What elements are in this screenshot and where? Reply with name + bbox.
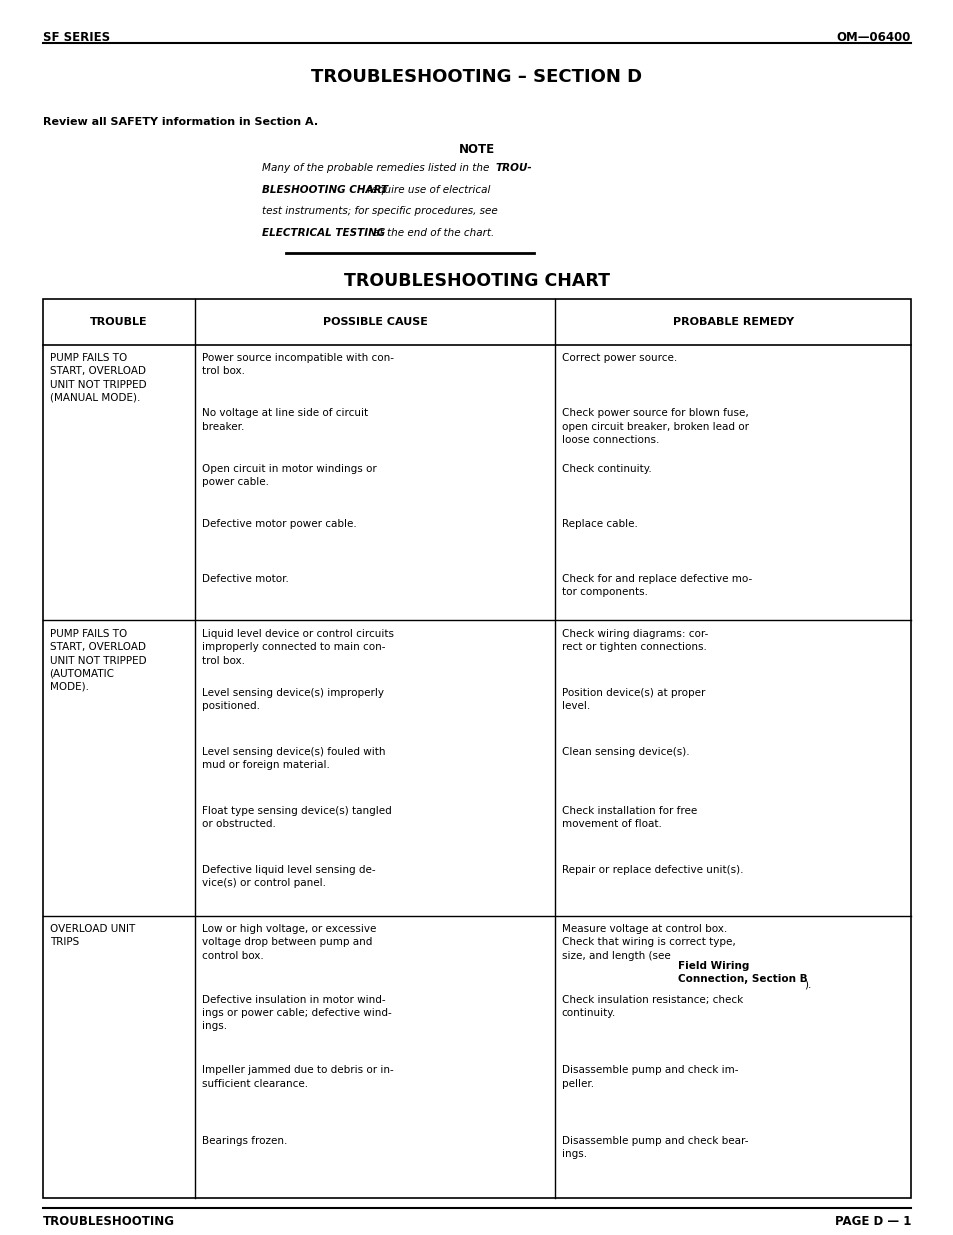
Text: Low or high voltage, or excessive
voltage drop between pump and
control box.: Low or high voltage, or excessive voltag… bbox=[201, 924, 375, 961]
Text: Impeller jammed due to debris or in-
sufficient clearance.: Impeller jammed due to debris or in- suf… bbox=[201, 1066, 393, 1088]
Text: Float type sensing device(s) tangled
or obstructed.: Float type sensing device(s) tangled or … bbox=[201, 806, 391, 830]
Text: at the end of the chart.: at the end of the chart. bbox=[370, 227, 494, 238]
Text: Liquid level device or control circuits
improperly connected to main con-
trol b: Liquid level device or control circuits … bbox=[201, 629, 394, 666]
Text: Bearings frozen.: Bearings frozen. bbox=[201, 1136, 287, 1146]
Text: BLESHOOTING CHART: BLESHOOTING CHART bbox=[262, 184, 388, 195]
Text: Level sensing device(s) fouled with
mud or foreign material.: Level sensing device(s) fouled with mud … bbox=[201, 747, 385, 771]
Text: PROBABLE REMEDY: PROBABLE REMEDY bbox=[672, 316, 793, 327]
Text: Check for and replace defective mo-
tor components.: Check for and replace defective mo- tor … bbox=[561, 574, 751, 598]
Text: Many of the probable remedies listed in the: Many of the probable remedies listed in … bbox=[262, 163, 493, 173]
Text: Disassemble pump and check im-
peller.: Disassemble pump and check im- peller. bbox=[561, 1066, 738, 1088]
Text: TROUBLESHOOTING – SECTION D: TROUBLESHOOTING – SECTION D bbox=[311, 68, 642, 86]
Text: Field Wiring
Connection, Section B: Field Wiring Connection, Section B bbox=[678, 961, 807, 984]
Text: Review all SAFETY information in Section A.: Review all SAFETY information in Section… bbox=[43, 117, 317, 127]
Text: POSSIBLE CAUSE: POSSIBLE CAUSE bbox=[322, 316, 427, 327]
Text: Level sensing device(s) improperly
positioned.: Level sensing device(s) improperly posit… bbox=[201, 688, 383, 711]
Text: Check insulation resistance; check
continuity.: Check insulation resistance; check conti… bbox=[561, 995, 742, 1018]
Text: PUMP FAILS TO
START, OVERLOAD
UNIT NOT TRIPPED
(MANUAL MODE).: PUMP FAILS TO START, OVERLOAD UNIT NOT T… bbox=[50, 353, 146, 403]
Text: Check wiring diagrams: cor-
rect or tighten connections.: Check wiring diagrams: cor- rect or tigh… bbox=[561, 629, 707, 652]
Text: OM—06400: OM—06400 bbox=[836, 31, 910, 44]
Text: require use of electrical: require use of electrical bbox=[364, 184, 490, 195]
Text: SF SERIES: SF SERIES bbox=[43, 31, 110, 44]
Text: Defective insulation in motor wind-
ings or power cable; defective wind-
ings.: Defective insulation in motor wind- ings… bbox=[201, 995, 391, 1031]
Text: No voltage at line side of circuit
breaker.: No voltage at line side of circuit break… bbox=[201, 409, 367, 431]
Text: Position device(s) at proper
level.: Position device(s) at proper level. bbox=[561, 688, 704, 711]
Text: Open circuit in motor windings or
power cable.: Open circuit in motor windings or power … bbox=[201, 463, 375, 487]
Text: Disassemble pump and check bear-
ings.: Disassemble pump and check bear- ings. bbox=[561, 1136, 747, 1160]
Text: TROUBLESHOOTING: TROUBLESHOOTING bbox=[43, 1215, 174, 1229]
Text: Measure voltage at control box.
Check that wiring is correct type,
size, and len: Measure voltage at control box. Check th… bbox=[561, 924, 735, 961]
Text: TROU-: TROU- bbox=[495, 163, 532, 173]
Text: Replace cable.: Replace cable. bbox=[561, 519, 637, 529]
Text: TROUBLESHOOTING CHART: TROUBLESHOOTING CHART bbox=[344, 272, 609, 290]
Text: Check power source for blown fuse,
open circuit breaker, broken lead or
loose co: Check power source for blown fuse, open … bbox=[561, 409, 748, 445]
Text: Defective liquid level sensing de-
vice(s) or control panel.: Defective liquid level sensing de- vice(… bbox=[201, 866, 375, 888]
Text: test instruments; for specific procedures, see: test instruments; for specific procedure… bbox=[262, 206, 497, 216]
Text: PUMP FAILS TO
START, OVERLOAD
UNIT NOT TRIPPED
(AUTOMATIC
MODE).: PUMP FAILS TO START, OVERLOAD UNIT NOT T… bbox=[50, 629, 146, 692]
Text: TROUBLE: TROUBLE bbox=[90, 316, 148, 327]
Text: Check continuity.: Check continuity. bbox=[561, 463, 651, 473]
Text: Clean sensing device(s).: Clean sensing device(s). bbox=[561, 747, 689, 757]
Text: Repair or replace defective unit(s).: Repair or replace defective unit(s). bbox=[561, 866, 742, 876]
Text: Check installation for free
movement of float.: Check installation for free movement of … bbox=[561, 806, 697, 830]
Bar bbox=[43, 299, 910, 1198]
Text: Correct power source.: Correct power source. bbox=[561, 353, 677, 363]
Text: ).: ). bbox=[803, 979, 811, 989]
Text: NOTE: NOTE bbox=[458, 143, 495, 157]
Text: Defective motor.: Defective motor. bbox=[201, 574, 288, 584]
Text: PAGE D — 1: PAGE D — 1 bbox=[834, 1215, 910, 1229]
Text: Power source incompatible with con-
trol box.: Power source incompatible with con- trol… bbox=[201, 353, 394, 377]
Text: OVERLOAD UNIT
TRIPS: OVERLOAD UNIT TRIPS bbox=[50, 924, 134, 947]
Text: Defective motor power cable.: Defective motor power cable. bbox=[201, 519, 355, 529]
Text: ELECTRICAL TESTING: ELECTRICAL TESTING bbox=[262, 227, 385, 238]
